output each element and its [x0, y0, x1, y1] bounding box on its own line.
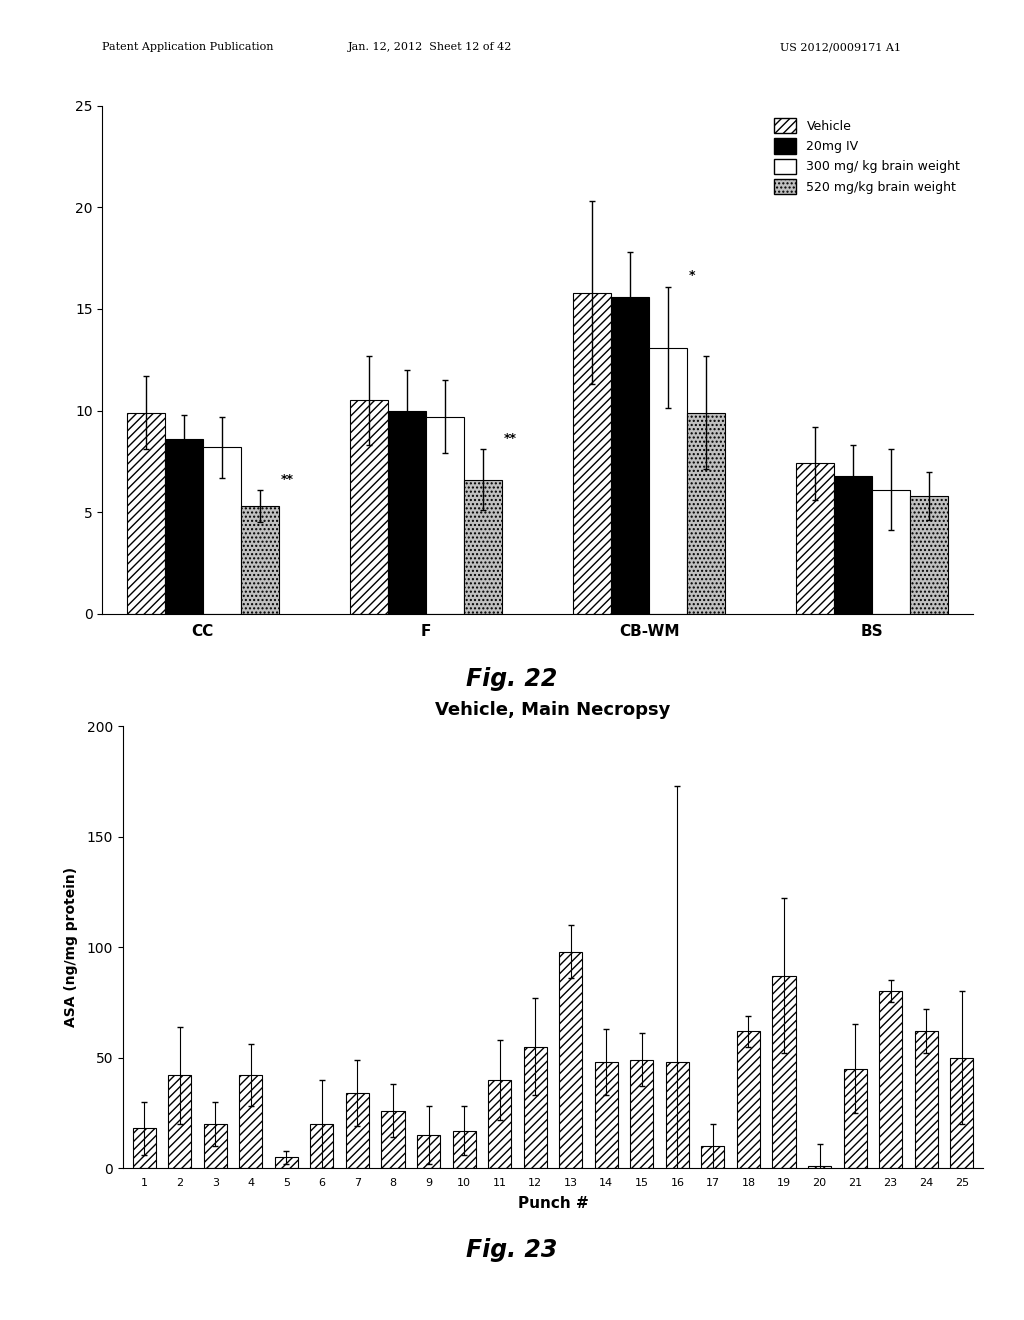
Bar	[808, 1166, 831, 1168]
Bar	[168, 1076, 191, 1168]
Bar	[835, 475, 872, 614]
Bar	[950, 1057, 973, 1168]
Bar	[844, 1069, 866, 1168]
Bar	[573, 293, 611, 614]
Text: Fig. 22: Fig. 22	[466, 667, 558, 690]
Bar	[240, 1076, 262, 1168]
Bar	[310, 1123, 334, 1168]
Bar	[797, 463, 835, 614]
Text: **: **	[504, 432, 517, 445]
Bar	[453, 1131, 476, 1168]
Bar	[388, 411, 426, 614]
Y-axis label: ASA (ng/mg protein): ASA (ng/mg protein)	[65, 867, 79, 1027]
X-axis label: Punch #: Punch #	[517, 1196, 589, 1212]
Bar	[350, 400, 388, 614]
Bar	[595, 1063, 617, 1168]
Text: *: *	[689, 269, 695, 282]
Bar	[737, 1031, 760, 1168]
Bar	[701, 1146, 724, 1168]
Bar	[346, 1093, 369, 1168]
Bar	[630, 1060, 653, 1168]
Text: Fig. 23: Fig. 23	[466, 1238, 558, 1262]
Bar	[464, 479, 502, 614]
Bar	[274, 1158, 298, 1168]
Bar	[127, 413, 165, 614]
Bar	[165, 440, 203, 614]
Bar	[203, 447, 241, 614]
Bar	[649, 347, 687, 614]
Text: Jan. 12, 2012  Sheet 12 of 42: Jan. 12, 2012 Sheet 12 of 42	[348, 42, 512, 53]
Bar	[879, 991, 902, 1168]
Bar	[559, 952, 583, 1168]
Text: US 2012/0009171 A1: US 2012/0009171 A1	[780, 42, 901, 53]
Text: **: **	[281, 473, 294, 486]
Bar	[426, 417, 464, 614]
Title: Vehicle, Main Necropsy: Vehicle, Main Necropsy	[435, 701, 671, 719]
Bar	[611, 297, 649, 614]
Bar	[687, 413, 725, 614]
Text: Patent Application Publication: Patent Application Publication	[102, 42, 273, 53]
Bar	[666, 1063, 689, 1168]
Bar	[417, 1135, 440, 1168]
Bar	[914, 1031, 938, 1168]
Bar	[241, 506, 279, 614]
Bar	[523, 1047, 547, 1168]
Bar	[488, 1080, 511, 1168]
Bar	[910, 496, 948, 614]
Bar	[382, 1110, 404, 1168]
Bar	[872, 490, 910, 614]
Bar	[772, 975, 796, 1168]
Bar	[204, 1123, 227, 1168]
Legend: Vehicle, 20mg IV, 300 mg/ kg brain weight, 520 mg/kg brain weight: Vehicle, 20mg IV, 300 mg/ kg brain weigh…	[768, 112, 967, 201]
Bar	[133, 1129, 156, 1168]
